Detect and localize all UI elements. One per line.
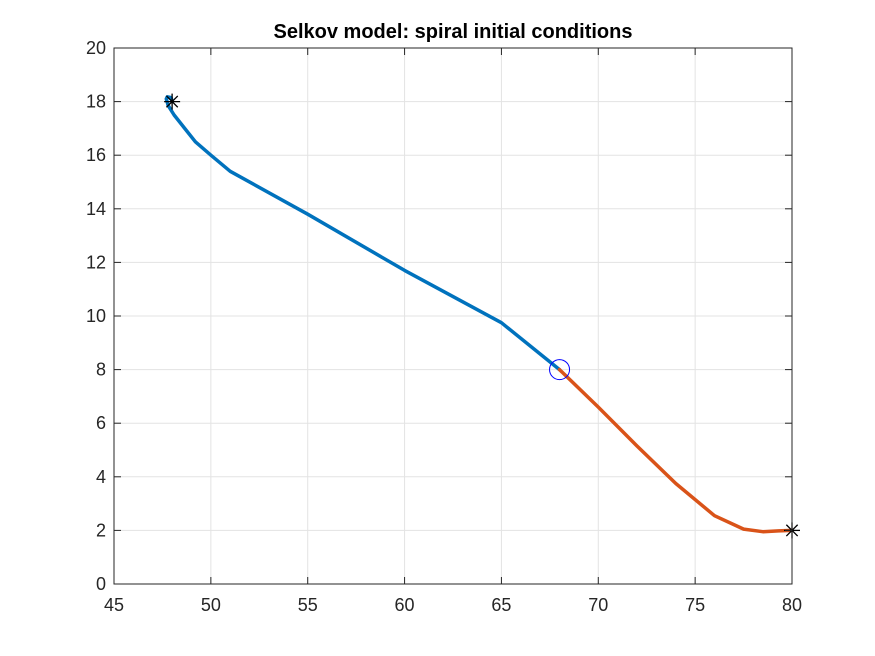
y-tick-label: 2 [96,520,106,540]
x-tick-label: 80 [782,595,802,615]
series-line-2 [557,367,794,534]
asterisk-marker [164,93,181,110]
y-tick-label: 4 [96,467,106,487]
x-tick-label: 75 [685,595,705,615]
y-tick-label: 0 [96,574,106,594]
y-tick-label: 14 [86,199,106,219]
x-tick-label: 50 [201,595,221,615]
tick-layer: 45 50 55 60 65 70 75 80 0 2 4 6 8 10 12 14 16 18 20 [86,38,802,615]
axes-layer [113,47,793,585]
circle-marker [549,359,571,381]
chart-title: Selkov model: spiral initial conditions [274,21,633,43]
y-tick-label: 16 [86,145,106,165]
x-tick-label: 45 [104,595,124,615]
y-tick-label: 8 [96,360,106,380]
grid-layer [113,47,793,585]
y-tick-label: 10 [86,306,106,326]
x-tick-label: 65 [491,595,511,615]
y-tick-label: 18 [86,92,106,112]
x-tick-label: 70 [588,595,608,615]
y-tick-label: 12 [86,252,106,272]
x-tick-label: 55 [298,595,318,615]
y-tick-label: 6 [96,413,106,433]
y-tick-label: 20 [86,38,106,58]
x-tick-label: 60 [395,595,415,615]
